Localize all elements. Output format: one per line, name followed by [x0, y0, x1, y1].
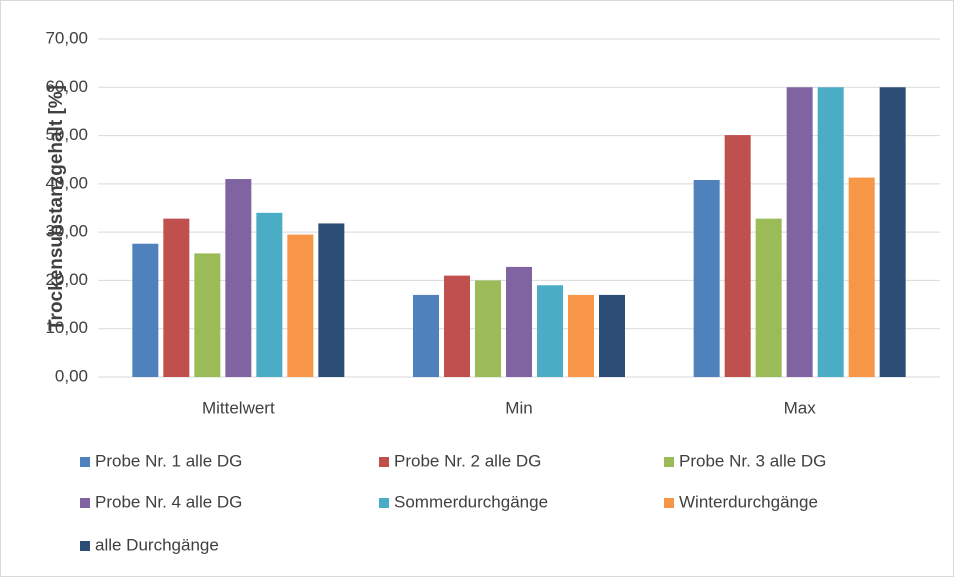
bar	[132, 243, 159, 377]
legend-label: Probe Nr. 4 alle DG	[95, 492, 242, 511]
bar	[413, 294, 439, 377]
bar	[475, 280, 501, 377]
bar	[599, 294, 625, 377]
bar	[879, 87, 906, 378]
bar	[724, 135, 751, 377]
y-tick-label: 40,00	[45, 173, 88, 192]
x-tick-label: Max	[784, 398, 817, 417]
legend-label: Probe Nr. 3 alle DG	[679, 451, 826, 470]
bar	[786, 87, 813, 378]
bar	[693, 179, 720, 377]
y-tick-label: 20,00	[45, 270, 88, 289]
legend-label: Sommerdurchgänge	[394, 492, 548, 511]
bar	[506, 266, 532, 377]
legend-swatch	[80, 457, 90, 467]
bar	[848, 177, 875, 377]
y-axis-label: Trockensubstanzgehalt [%]	[46, 85, 67, 331]
y-tick-label: 50,00	[45, 125, 88, 144]
bar	[318, 223, 345, 377]
legend-label: Winterdurchgänge	[679, 492, 818, 511]
legend-swatch	[379, 457, 389, 467]
legend-swatch	[664, 498, 674, 508]
y-tick-label: 10,00	[45, 318, 88, 337]
bar	[225, 179, 252, 377]
legend-label: Probe Nr. 2 alle DG	[394, 451, 541, 470]
bar	[194, 253, 221, 377]
bar	[537, 285, 563, 377]
bar	[287, 234, 314, 377]
y-tick-label: 30,00	[45, 222, 88, 241]
y-tick-label: 0,00	[55, 366, 88, 385]
x-tick-label: Min	[505, 398, 532, 417]
legend-swatch	[664, 457, 674, 467]
bar	[755, 218, 782, 377]
legend-swatch	[80, 541, 90, 551]
bar	[163, 218, 190, 377]
legend-swatch	[379, 498, 389, 508]
y-tick-label: 60,00	[45, 77, 88, 96]
bar	[256, 212, 283, 377]
legend-label: alle Durchgänge	[95, 535, 219, 554]
legend-label: Probe Nr. 1 alle DG	[95, 451, 242, 470]
y-tick-label: 70,00	[45, 28, 88, 47]
bar	[817, 87, 844, 378]
bar	[568, 294, 594, 377]
x-tick-label: Mittelwert	[202, 398, 275, 417]
bar	[444, 275, 470, 377]
legend-swatch	[80, 498, 90, 508]
